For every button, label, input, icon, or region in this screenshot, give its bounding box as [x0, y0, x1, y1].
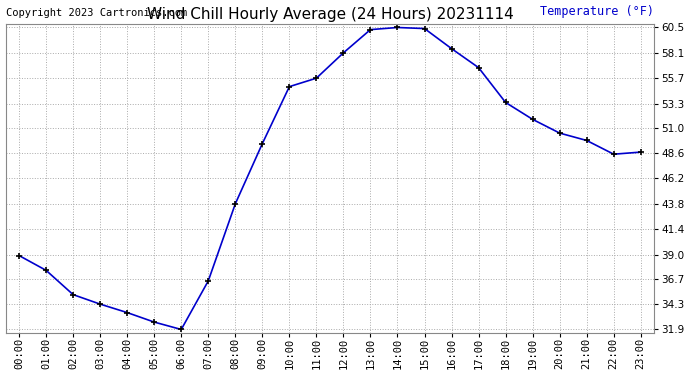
Text: Copyright 2023 Cartronics.com: Copyright 2023 Cartronics.com [6, 8, 187, 18]
Text: Temperature (°F): Temperature (°F) [540, 5, 654, 18]
Title: Wind Chill Hourly Average (24 Hours) 20231114: Wind Chill Hourly Average (24 Hours) 202… [146, 7, 513, 22]
